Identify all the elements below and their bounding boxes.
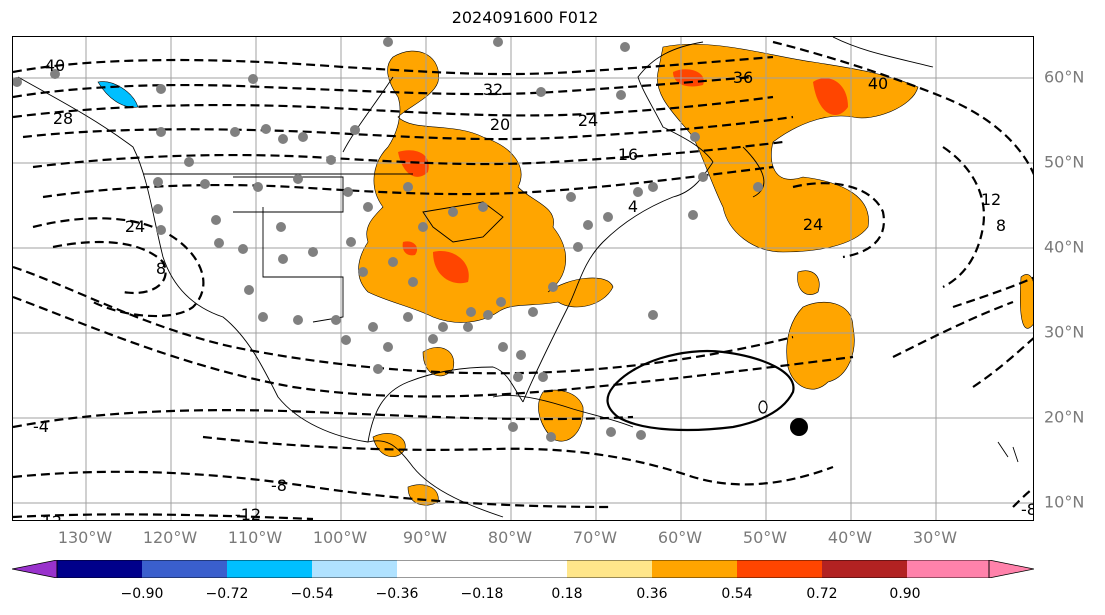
colorbar-tick-label: −0.36 [375, 586, 419, 602]
contour-label: -12 [235, 505, 261, 521]
colorbar-tick-label: 0.36 [636, 586, 668, 602]
contour-label-group: 40 32 36 40 24 20 16 28 24 24 4 12 8 8 -… [33, 56, 1034, 521]
colorbar-outline [56, 560, 990, 578]
contour-label: -12 [36, 512, 62, 521]
longitude-label: 50°W [742, 528, 788, 547]
coastlines [17, 37, 1019, 518]
contour-label: -8 [1021, 500, 1034, 519]
storm-center-marker [790, 418, 808, 436]
contour-label: 8 [996, 216, 1006, 235]
positive-anomaly-shading [358, 44, 1033, 506]
colorbar-tick-label: 0.54 [721, 586, 753, 602]
longitude-label: 110°W [227, 528, 283, 547]
negative-anomaly-shading [97, 81, 139, 108]
contour-label: 24 [803, 215, 823, 234]
latitude-label: 30°N [1044, 322, 1085, 342]
latitude-label: 50°N [1044, 152, 1085, 172]
contour-label: 24 [578, 111, 598, 130]
longitude-label: 130°W [57, 528, 113, 547]
station-dots [13, 37, 763, 442]
longitude-label: 60°W [657, 528, 703, 547]
longitude-label: 70°W [572, 528, 618, 547]
contour-label: 8 [156, 259, 166, 278]
colorbar-segment [822, 560, 907, 578]
longitude-label: 80°W [487, 528, 533, 547]
contour-label: 32 [483, 80, 503, 99]
latitude-label: 60°N [1044, 67, 1085, 87]
colorbar-extend-max [988, 560, 1034, 578]
colorbar-tick-label: 0.18 [551, 586, 583, 602]
colorbar [12, 560, 1034, 578]
colorbar-segment [567, 560, 652, 578]
contour-label: 24 [125, 217, 145, 236]
colorbar-segment [227, 560, 312, 578]
colorbar-tick-label: 0.90 [889, 586, 921, 602]
contour-label: 28 [53, 109, 73, 128]
colorbar-segment [652, 560, 737, 578]
contour-label: 12 [981, 190, 1001, 209]
contour-label: -8 [271, 476, 287, 495]
colorbar-segment [737, 560, 822, 578]
longitude-label: 40°W [827, 528, 873, 547]
low-pressure-contour [606, 350, 795, 432]
map-title: 2024091600 F012 [451, 8, 599, 27]
contour-label: 40 [868, 74, 888, 93]
colorbar-segment [57, 560, 142, 578]
contour-label: 40 [45, 56, 65, 75]
contour-label: 16 [618, 145, 638, 164]
longitude-label: 120°W [142, 528, 198, 547]
colorbar-segment [312, 560, 397, 578]
colorbar-tick-label: −0.90 [120, 586, 164, 602]
colorbar-tick-label: 0.72 [806, 586, 838, 602]
contour-label: -4 [33, 417, 49, 436]
colorbar-extend-min [12, 560, 58, 578]
contour-label: 4 [628, 197, 638, 216]
longitude-label: 100°W [312, 528, 368, 547]
graticule [13, 37, 1033, 520]
contour-label-marker [758, 400, 768, 414]
map-panel: 40 32 36 40 24 20 16 28 24 24 4 12 8 8 -… [12, 36, 1034, 521]
contour-label: 20 [490, 115, 510, 134]
latitude-label: 40°N [1044, 237, 1085, 257]
colorbar-segment [397, 560, 567, 578]
latitude-label: 10°N [1044, 492, 1085, 512]
colorbar-tick-label: −0.18 [460, 586, 504, 602]
colorbar-segment [907, 560, 989, 578]
longitude-label: 30°W [912, 528, 958, 547]
contour-label: 36 [733, 68, 753, 87]
colorbar-tick-label: −0.54 [290, 586, 334, 602]
latitude-label: 20°N [1044, 407, 1085, 427]
contour-lines [13, 40, 1033, 520]
colorbar-tick-label: −0.72 [205, 586, 249, 602]
colorbar-segment [142, 560, 227, 578]
longitude-label: 90°W [402, 528, 448, 547]
map-canvas: 40 32 36 40 24 20 16 28 24 24 4 12 8 8 -… [13, 37, 1034, 521]
